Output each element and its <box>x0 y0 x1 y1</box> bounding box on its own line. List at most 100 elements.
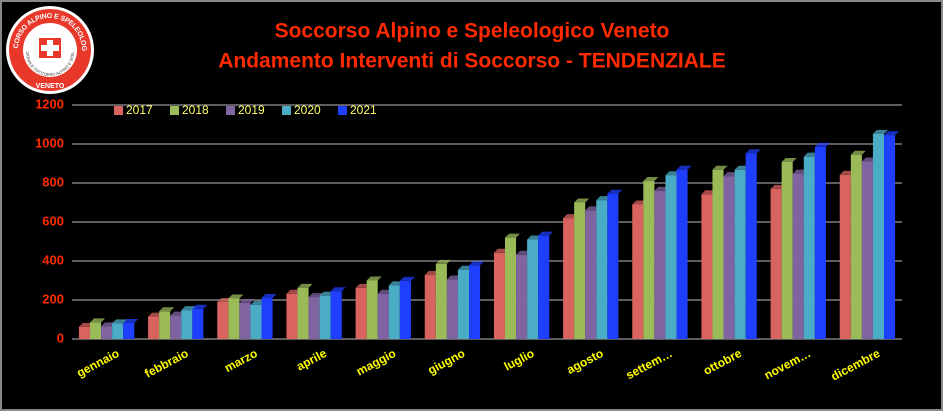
bar <box>192 308 204 339</box>
logo-region: VENETO <box>36 83 65 90</box>
bar-top <box>89 318 106 323</box>
bar-top <box>297 283 313 288</box>
bar-top <box>366 276 382 281</box>
bar-top <box>192 304 208 309</box>
bar <box>170 315 182 339</box>
bar <box>286 293 298 339</box>
bar <box>781 161 793 339</box>
bar <box>101 326 113 339</box>
bar <box>424 275 436 339</box>
chart-title: Soccorso Alpino e Speleologico Veneto <box>275 20 670 43</box>
bar <box>872 133 885 339</box>
legend-swatch <box>338 106 347 115</box>
bar <box>803 156 815 339</box>
bar <box>839 174 851 339</box>
bar <box>355 287 367 339</box>
bar <box>148 316 160 339</box>
legend-label: 2017 <box>126 103 153 117</box>
bar <box>676 169 688 339</box>
bar <box>89 322 102 339</box>
bar-top <box>399 276 415 281</box>
bar-top <box>504 233 521 238</box>
bar <box>563 218 575 339</box>
bar-top <box>884 131 900 136</box>
bar <box>217 301 229 339</box>
bar-top <box>781 157 797 162</box>
bar <box>297 287 309 339</box>
bar-top <box>261 294 277 299</box>
bar <box>159 311 171 339</box>
bar-top <box>607 189 623 194</box>
y-tick-label: 400 <box>42 252 64 267</box>
bar <box>884 135 896 339</box>
bar <box>585 210 597 339</box>
bar-top <box>159 307 175 312</box>
bar <box>123 323 135 339</box>
bar <box>261 298 273 339</box>
bar <box>181 310 193 339</box>
bar-top <box>643 177 659 182</box>
bar-top <box>112 319 128 324</box>
legend-swatch <box>170 106 179 115</box>
bar-top <box>239 298 255 303</box>
bar-top <box>872 129 889 134</box>
legend-label: 2020 <box>294 103 321 117</box>
y-tick-label: 1200 <box>35 96 64 111</box>
bar <box>516 254 528 339</box>
bar <box>435 263 447 339</box>
bar-top <box>745 149 761 154</box>
legend-swatch <box>226 106 235 115</box>
bar <box>504 237 517 339</box>
legend-label: 2021 <box>350 103 377 117</box>
bar-top <box>850 150 866 155</box>
bar <box>469 265 481 339</box>
bar <box>493 252 505 339</box>
y-tick-label: 800 <box>42 174 64 189</box>
bar <box>814 146 826 339</box>
bar-top <box>228 294 244 299</box>
logo-cross <box>41 45 59 51</box>
bar <box>701 194 713 339</box>
bar <box>632 204 644 339</box>
legend-swatch <box>282 106 291 115</box>
bar <box>607 193 619 339</box>
legend-label: 2019 <box>238 103 265 117</box>
bar <box>792 173 804 339</box>
y-tick-label: 200 <box>42 291 64 306</box>
bar <box>527 239 539 339</box>
bar <box>239 302 251 339</box>
bar <box>770 188 782 339</box>
bar-top <box>712 165 728 170</box>
bar <box>112 323 124 339</box>
bar <box>850 154 862 339</box>
y-tick-label: 600 <box>42 213 64 228</box>
bar <box>596 200 608 339</box>
bar <box>574 202 586 339</box>
bar-top <box>123 319 139 324</box>
bar <box>228 298 240 339</box>
bar <box>319 295 331 339</box>
bar-top <box>538 231 554 236</box>
bar-top <box>574 198 590 203</box>
bar <box>377 293 389 339</box>
bar <box>861 161 873 339</box>
bar <box>734 169 746 339</box>
bar-top <box>469 261 485 266</box>
bar <box>308 297 320 339</box>
bar <box>723 176 735 339</box>
bar <box>654 190 666 339</box>
bar <box>745 153 757 339</box>
bar-top <box>330 287 346 292</box>
y-tick-label: 0 <box>57 330 64 345</box>
chart-subtitle: Andamento Interventi di Soccorso - TENDE… <box>218 50 726 73</box>
bar-top <box>814 142 830 147</box>
bar <box>366 280 378 339</box>
bar <box>78 326 90 339</box>
bar <box>330 291 342 339</box>
bar-top <box>676 165 692 170</box>
y-tick-label: 1000 <box>35 135 64 150</box>
bar <box>446 279 458 339</box>
bar <box>399 280 411 339</box>
